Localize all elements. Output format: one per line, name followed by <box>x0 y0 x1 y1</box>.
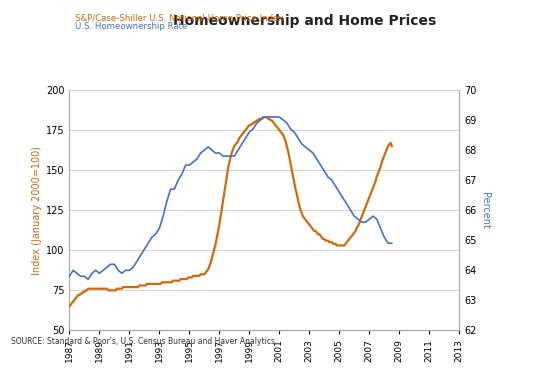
Text: Federal Reserve Bank of St. Louis: Federal Reserve Bank of St. Louis <box>11 368 202 378</box>
Text: U.S. Homeownership Rate: U.S. Homeownership Rate <box>75 22 187 30</box>
Y-axis label: Percent: Percent <box>481 192 490 229</box>
Y-axis label: Index (January 2000=100): Index (January 2000=100) <box>32 146 42 274</box>
Text: Homeownership and Home Prices: Homeownership and Home Prices <box>173 14 436 28</box>
Text: SOURCE: Standard & Poor's, U.S. Census Bureau and Haver Analytics: SOURCE: Standard & Poor's, U.S. Census B… <box>11 337 274 346</box>
Text: S&P/Case-Shiller U.S. National Home Price Index: S&P/Case-Shiller U.S. National Home Pric… <box>75 14 283 23</box>
